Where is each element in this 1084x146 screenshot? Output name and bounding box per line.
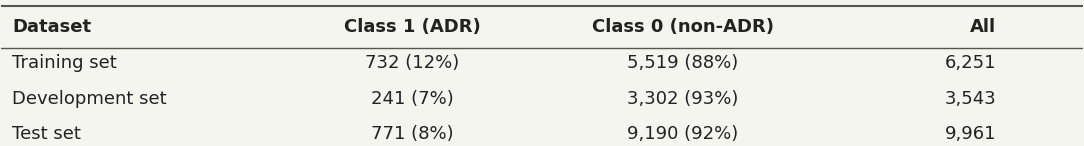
Text: 9,961: 9,961 [944,125,996,143]
Text: Test set: Test set [12,125,81,143]
Text: 9,190 (92%): 9,190 (92%) [627,125,738,143]
Text: Class 0 (non-ADR): Class 0 (non-ADR) [592,18,774,36]
Text: 732 (12%): 732 (12%) [365,54,460,72]
Text: 3,543: 3,543 [944,90,996,108]
Text: 3,302 (93%): 3,302 (93%) [627,90,738,108]
Text: All: All [970,18,996,36]
Text: 771 (8%): 771 (8%) [371,125,453,143]
Text: Development set: Development set [12,90,167,108]
Text: Training set: Training set [12,54,117,72]
Text: 6,251: 6,251 [944,54,996,72]
Text: 5,519 (88%): 5,519 (88%) [627,54,738,72]
Text: 241 (7%): 241 (7%) [371,90,453,108]
Text: Class 1 (ADR): Class 1 (ADR) [344,18,480,36]
Text: Dataset: Dataset [12,18,91,36]
